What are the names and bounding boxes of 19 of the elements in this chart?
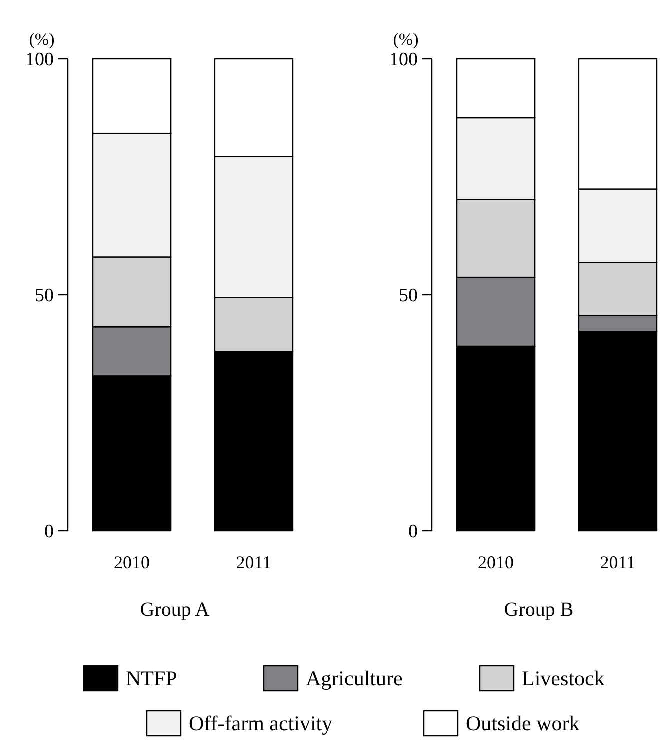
x-tick-label: 2010	[114, 552, 150, 572]
legend-label: Off-farm activity	[189, 711, 334, 736]
y-tick-label: 50	[35, 286, 54, 307]
legend-label: Livestock	[522, 666, 606, 690]
legend-label: Agriculture	[306, 666, 403, 690]
y-tick-label: 50	[399, 286, 418, 307]
x-tick-label: 2010	[478, 552, 514, 572]
legend-label: NTFP	[126, 666, 178, 690]
x-axis-title: Group A	[140, 599, 210, 621]
x-tick-label: 2011	[236, 552, 272, 572]
x-axis-title: Group B	[504, 599, 574, 621]
legend-label: Outside work	[466, 711, 580, 736]
y-tick-label: 100	[390, 50, 418, 71]
y-axis-title: (%)	[29, 30, 55, 49]
y-tick-label: 0	[408, 522, 418, 543]
x-tick-label: 2011	[600, 552, 636, 572]
y-tick-label: 0	[44, 522, 54, 543]
y-tick-label: 100	[26, 50, 54, 71]
y-axis-title: (%)	[393, 30, 419, 49]
